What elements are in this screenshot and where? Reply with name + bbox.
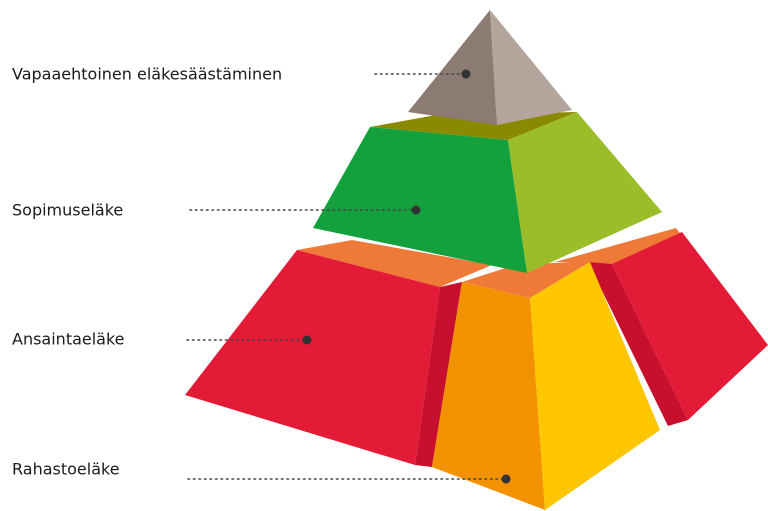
top-front [408,10,497,125]
middle-side [508,112,662,273]
bottom-tier [185,228,768,510]
left-block [185,250,440,465]
top-side [490,10,572,125]
layer-label: Rahastoeläke [12,460,120,479]
center-top [462,262,590,298]
marker [302,335,312,345]
marker [501,474,511,484]
callouts: Vapaaehtoinen eläkesäästäminen Sopimusel… [12,65,511,484]
layer-label: Ansaintaeläke [12,330,125,349]
top-tier [408,10,572,125]
right-block [612,232,768,420]
center-side [530,262,660,510]
left-top [297,240,492,287]
marker [411,205,421,215]
center-front [432,282,545,510]
left-gap [415,282,462,467]
right-top [555,228,682,264]
right-gap [588,262,688,426]
layer-label: Sopimuseläke [12,201,123,220]
layer-label: Vapaaehtoinen eläkesäästäminen [12,65,282,84]
marker [461,69,471,79]
middle-front [313,127,527,273]
